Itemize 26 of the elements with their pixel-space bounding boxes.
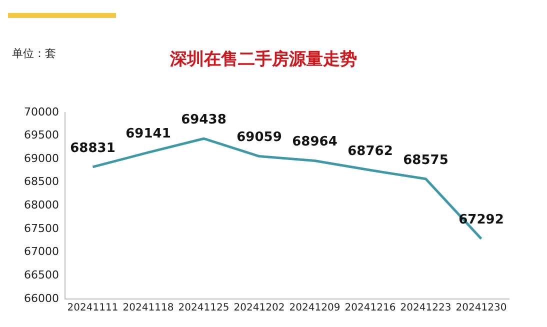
x-tick-label: 20241209 xyxy=(289,302,340,314)
data-label: 69141 xyxy=(126,126,171,142)
y-tick-label: 69000 xyxy=(24,152,59,165)
x-tick-label: 20241230 xyxy=(456,302,507,314)
y-axis-title: 单位：套 xyxy=(12,46,56,60)
y-tick-label: 66500 xyxy=(24,268,59,282)
y-tick-label: 68500 xyxy=(24,175,59,188)
x-tick-label: 20241202 xyxy=(234,302,285,314)
x-tick-label: 20241111 xyxy=(67,302,118,314)
y-tick-label: 68000 xyxy=(24,198,59,212)
data-label: 68575 xyxy=(403,152,448,168)
x-tick-label: 20241223 xyxy=(400,302,452,314)
data-label: 68762 xyxy=(348,144,393,160)
data-label: 69438 xyxy=(181,112,226,128)
y-tick-label: 70000 xyxy=(24,105,59,118)
data-label: 68964 xyxy=(292,134,338,150)
y-tick-label: 69500 xyxy=(24,128,59,142)
data-label: 68831 xyxy=(70,140,116,156)
data-label: 69059 xyxy=(236,130,282,146)
y-tick-label: 66000 xyxy=(24,292,59,305)
y-tick-label: 67500 xyxy=(24,222,59,235)
x-tick-label: 20241125 xyxy=(178,302,230,314)
y-tick-label: 67000 xyxy=(24,245,59,258)
chart-title: 深圳在售二手房源量走势 xyxy=(169,50,357,70)
x-tick-label: 20241118 xyxy=(122,302,174,314)
x-tick-label: 20241216 xyxy=(344,302,396,314)
